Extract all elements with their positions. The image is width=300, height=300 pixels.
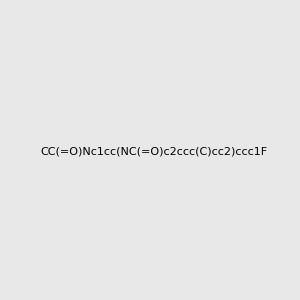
Text: CC(=O)Nc1cc(NC(=O)c2ccc(C)cc2)ccc1F: CC(=O)Nc1cc(NC(=O)c2ccc(C)cc2)ccc1F	[40, 146, 267, 157]
